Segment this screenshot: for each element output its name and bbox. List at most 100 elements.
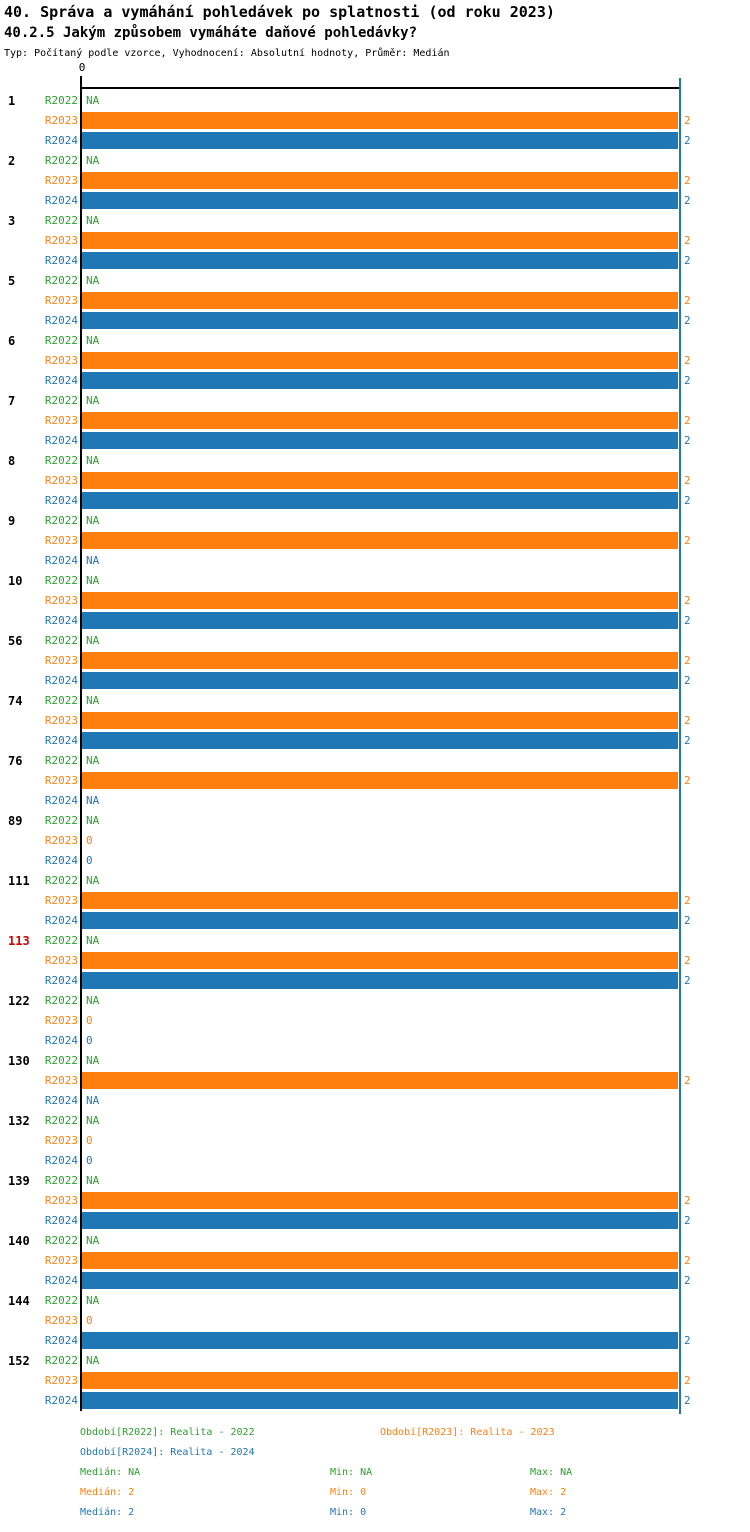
value-label: 2	[684, 354, 691, 367]
series-label-r2022: R2022	[44, 574, 78, 587]
value-label: 2	[684, 434, 691, 447]
series-label-r2022: R2022	[44, 334, 78, 347]
series-label-r2024: R2024	[44, 374, 78, 387]
legend-period-r2024: Období[R2024]: Realita - 2024	[80, 1447, 255, 1458]
value-label: 2	[684, 654, 691, 667]
group-label-9: 9	[8, 514, 16, 528]
series-label-r2023: R2023	[44, 714, 78, 727]
series-label-r2024: R2024	[44, 554, 78, 567]
series-label-r2023: R2023	[44, 1314, 78, 1327]
bar-139-r2023	[82, 1192, 678, 1209]
series-label-r2022: R2022	[44, 994, 78, 1007]
series-label-r2024: R2024	[44, 1154, 78, 1167]
value-label: 2	[684, 1194, 691, 1207]
value-label: NA	[86, 1354, 100, 1367]
group-label-10: 10	[8, 574, 23, 588]
series-label-r2023: R2023	[44, 534, 78, 547]
bar-1-r2023	[82, 112, 678, 129]
value-label: NA	[86, 154, 100, 167]
value-label: NA	[86, 874, 100, 887]
bar-10-r2024	[82, 612, 678, 629]
bar-5-r2024	[82, 312, 678, 329]
value-label: 2	[684, 954, 691, 967]
series-label-r2023: R2023	[44, 234, 78, 247]
legend-max-r2022: Max: NA	[530, 1467, 573, 1478]
value-label: NA	[86, 1054, 100, 1067]
group-label-74: 74	[8, 694, 23, 708]
value-label: NA	[86, 94, 100, 107]
value-label: NA	[86, 794, 100, 807]
value-label: 2	[684, 1394, 691, 1407]
bar-3-r2023	[82, 232, 678, 249]
group-label-76: 76	[8, 754, 23, 768]
bar-10-r2023	[82, 592, 678, 609]
series-label-r2022: R2022	[44, 454, 78, 467]
series-label-r2024: R2024	[44, 1214, 78, 1227]
value-label: 2	[684, 1274, 691, 1287]
bar-8-r2024	[82, 492, 678, 509]
series-label-r2022: R2022	[44, 1354, 78, 1367]
value-label: 2	[684, 614, 691, 627]
group-label-89: 89	[8, 814, 23, 828]
value-label: 2	[684, 534, 691, 547]
series-label-r2024: R2024	[44, 914, 78, 927]
bar-130-r2023	[82, 1072, 678, 1089]
series-label-r2022: R2022	[44, 214, 78, 227]
bar-74-r2024	[82, 732, 678, 749]
series-label-r2022: R2022	[44, 394, 78, 407]
legend-min-r2022: Min: NA	[330, 1467, 373, 1478]
group-label-3: 3	[8, 214, 16, 228]
series-label-r2023: R2023	[44, 1134, 78, 1147]
series-label-r2022: R2022	[44, 694, 78, 707]
value-label: NA	[86, 694, 100, 707]
bar-140-r2023	[82, 1252, 678, 1269]
value-label: 2	[684, 374, 691, 387]
value-label: 2	[684, 1074, 691, 1087]
series-label-r2024: R2024	[44, 314, 78, 327]
legend-min-r2024: Min: 0	[330, 1507, 367, 1518]
group-label-130: 130	[8, 1054, 30, 1068]
value-label: NA	[86, 1234, 100, 1247]
bar-74-r2023	[82, 712, 678, 729]
value-label: NA	[86, 514, 100, 527]
value-label: 0	[86, 1134, 93, 1147]
group-label-140: 140	[8, 1234, 30, 1248]
legend-median-r2024: Medián: 2	[80, 1507, 135, 1518]
bar-2-r2024	[82, 192, 678, 209]
value-label: 0	[86, 1034, 93, 1047]
group-label-7: 7	[8, 394, 16, 408]
series-label-r2023: R2023	[44, 414, 78, 427]
bar-144-r2024	[82, 1332, 678, 1349]
series-label-r2022: R2022	[44, 754, 78, 767]
value-label: 2	[684, 194, 691, 207]
value-label: 2	[684, 494, 691, 507]
value-label: 2	[684, 594, 691, 607]
value-label: 2	[684, 414, 691, 427]
value-label: 2	[684, 1374, 691, 1387]
value-label: 2	[684, 314, 691, 327]
value-label: NA	[86, 934, 100, 947]
value-label: 2	[684, 774, 691, 787]
bar-140-r2024	[82, 1272, 678, 1289]
value-label: 2	[684, 294, 691, 307]
series-label-r2023: R2023	[44, 594, 78, 607]
legend-period-r2022: Období[R2022]: Realita - 2022	[80, 1427, 255, 1438]
bar-139-r2024	[82, 1212, 678, 1229]
value-label: NA	[86, 394, 100, 407]
series-label-r2022: R2022	[44, 1174, 78, 1187]
bar-111-r2023	[82, 892, 678, 909]
chart-subtitle: 40.2.5 Jakým způsobem vymáháte daňové po…	[4, 25, 418, 41]
bar-113-r2024	[82, 972, 678, 989]
series-label-r2024: R2024	[44, 1094, 78, 1107]
value-label: 2	[684, 1214, 691, 1227]
bar-76-r2023	[82, 772, 678, 789]
group-label-1: 1	[8, 94, 16, 108]
value-label: 0	[86, 854, 93, 867]
series-label-r2024: R2024	[44, 854, 78, 867]
series-label-r2024: R2024	[44, 794, 78, 807]
group-label-5: 5	[8, 274, 16, 288]
value-label: NA	[86, 754, 100, 767]
legend-median-r2022: Medián: NA	[80, 1467, 141, 1478]
group-label-144: 144	[8, 1294, 30, 1308]
series-label-r2023: R2023	[44, 954, 78, 967]
